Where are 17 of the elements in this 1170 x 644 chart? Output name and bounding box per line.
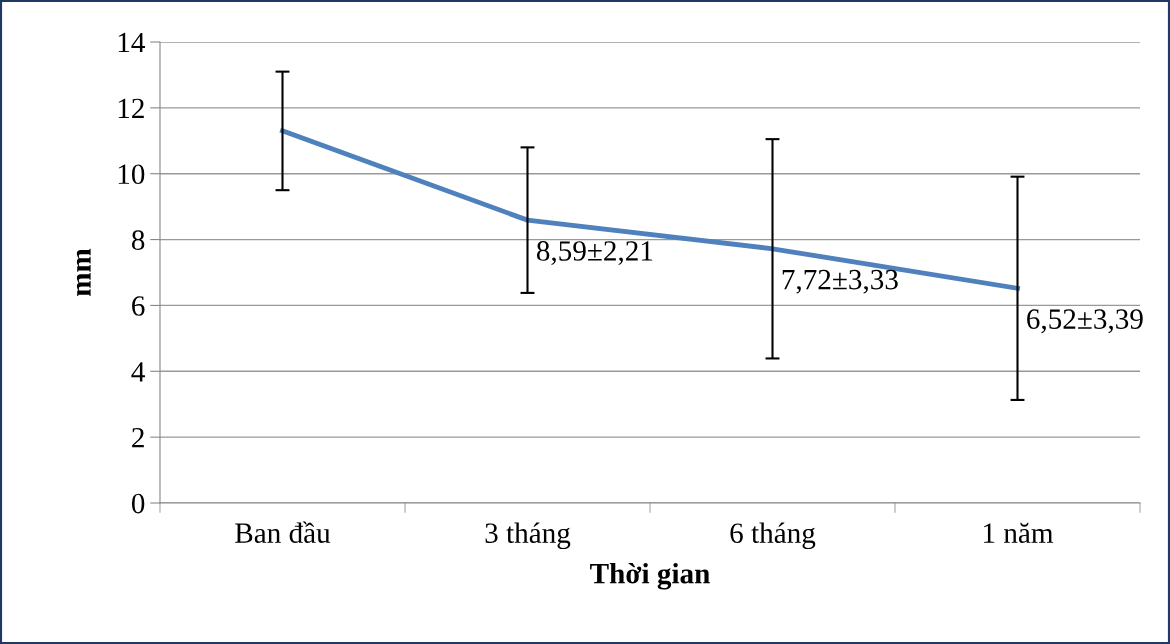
y-tick-label: 0 <box>131 493 145 514</box>
y-tick-label: 10 <box>118 164 145 185</box>
y-tick-label: 12 <box>118 98 144 118</box>
x-tick-label: Ban đầu <box>235 521 331 543</box>
data-label: 8,59±2,21 <box>536 241 653 265</box>
data-label: 7,72±3,33 <box>782 269 898 294</box>
y-tick-label: 6 <box>132 296 145 316</box>
data-label: 6,52±3,39 <box>1027 309 1143 334</box>
x-tick-label: 1 năm <box>984 522 1054 543</box>
y-tick-label: 8 <box>131 230 145 250</box>
y-axis-title: mm <box>76 248 91 297</box>
y-tick-label: 14 <box>118 32 145 53</box>
x-tick-label: 3 tháng <box>485 522 571 550</box>
x-tick-label: 6 tháng <box>730 522 816 550</box>
y-tick-label: 2 <box>132 427 144 448</box>
x-axis-title: Thời gian <box>590 562 710 590</box>
y-tick-label: 4 <box>131 362 145 382</box>
